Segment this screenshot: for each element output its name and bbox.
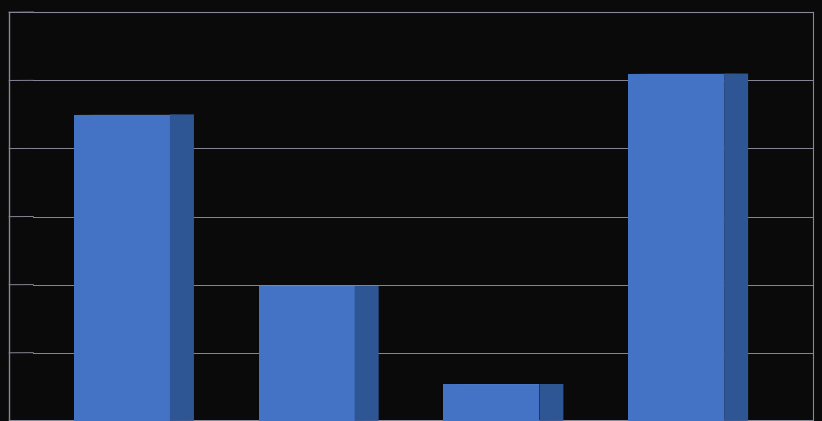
Polygon shape <box>724 74 748 421</box>
Polygon shape <box>628 74 724 421</box>
Polygon shape <box>443 384 539 421</box>
Polygon shape <box>259 286 354 421</box>
Polygon shape <box>354 286 379 421</box>
Polygon shape <box>539 384 563 421</box>
Polygon shape <box>170 115 194 421</box>
Polygon shape <box>74 115 170 421</box>
